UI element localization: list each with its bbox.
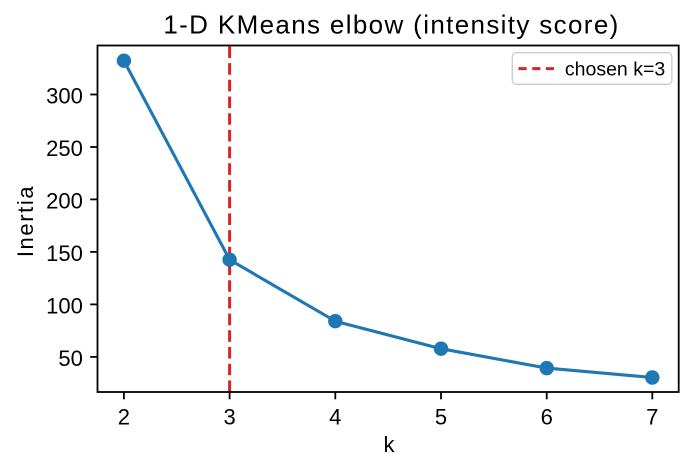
svg-text:Inertia: Inertia — [13, 185, 38, 257]
svg-text:100: 100 — [46, 293, 83, 318]
svg-text:3: 3 — [223, 405, 235, 430]
svg-text:k: k — [384, 432, 396, 457]
svg-text:4: 4 — [329, 405, 341, 430]
svg-text:2: 2 — [118, 405, 130, 430]
svg-text:5: 5 — [435, 405, 447, 430]
svg-text:250: 250 — [46, 136, 83, 161]
svg-text:50: 50 — [58, 346, 82, 371]
svg-text:300: 300 — [46, 84, 83, 109]
svg-text:150: 150 — [46, 241, 83, 266]
svg-text:7: 7 — [646, 405, 658, 430]
svg-text:200: 200 — [46, 188, 83, 213]
svg-text:chosen k=3: chosen k=3 — [565, 59, 665, 81]
svg-text:1-D KMeans elbow (intensity sc: 1-D KMeans elbow (intensity score) — [163, 9, 619, 39]
svg-text:6: 6 — [541, 405, 553, 430]
